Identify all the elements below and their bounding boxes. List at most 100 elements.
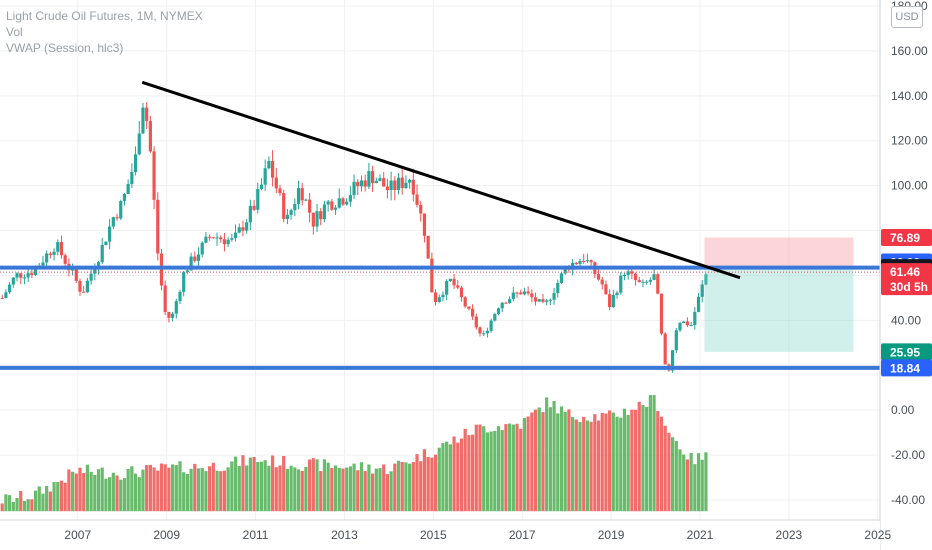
candle-body — [270, 161, 275, 178]
volume-bar — [111, 472, 115, 512]
candle-body — [282, 193, 286, 219]
candle-body — [530, 293, 534, 298]
volume-bar — [133, 473, 138, 512]
candle-body — [219, 237, 223, 240]
candle-body — [415, 194, 419, 205]
candle-body — [515, 292, 519, 294]
candle-body — [622, 274, 627, 276]
candle-body — [389, 180, 393, 191]
volume-bar — [89, 471, 93, 512]
volume-bar — [119, 479, 123, 512]
candle-body — [85, 280, 90, 293]
volume-bar — [393, 463, 397, 512]
candle-body — [78, 280, 82, 292]
candle-body — [163, 285, 167, 313]
candle-body — [537, 299, 541, 302]
candle-body — [204, 236, 208, 243]
volume-bar — [100, 467, 104, 512]
volume-bar — [222, 470, 227, 512]
candle-body — [441, 294, 445, 298]
y-tick-label: -40.00 — [891, 493, 925, 507]
candle-body — [148, 121, 152, 152]
volume-bar — [74, 473, 78, 512]
candle-body — [426, 235, 430, 259]
volume-bar — [693, 464, 697, 512]
volume-bar — [326, 462, 330, 512]
currency-button[interactable]: USD — [891, 6, 923, 28]
volume-bar — [608, 410, 612, 512]
candle-body — [693, 311, 697, 326]
candle-body — [367, 171, 371, 187]
candle-body — [52, 251, 56, 255]
y-tick-label: -20.00 — [891, 448, 925, 462]
volume-bar — [200, 467, 204, 512]
candle-body — [474, 316, 478, 328]
volume-bar — [19, 490, 23, 512]
volume-bar — [22, 500, 27, 512]
volume-bar — [363, 471, 367, 512]
volume-bar — [70, 471, 75, 512]
volume-bar — [382, 464, 386, 512]
price-tag-countdown: 30d 5h — [890, 280, 928, 294]
volume-bar — [445, 441, 449, 512]
candle-body — [337, 198, 341, 208]
candle-body — [115, 217, 119, 219]
volume-bar — [570, 416, 575, 512]
volume-bar — [159, 463, 164, 512]
candle-body — [696, 296, 701, 312]
candle-body — [145, 107, 149, 122]
volume-bar — [656, 411, 660, 512]
volume-bar — [619, 417, 623, 512]
volume-bar — [511, 424, 515, 512]
volume-bar — [41, 493, 45, 512]
candle-body — [563, 267, 567, 274]
candle-body — [319, 211, 323, 220]
candle-body — [122, 193, 127, 202]
candle-body — [552, 293, 556, 300]
candle-body — [559, 273, 564, 283]
candle-body — [59, 242, 64, 256]
volume-bar — [322, 459, 327, 512]
candle-body — [482, 333, 486, 335]
candle-body — [211, 237, 215, 239]
volume-bar — [178, 461, 182, 512]
volume-bar — [85, 464, 90, 512]
candle-body — [189, 256, 193, 271]
y-tick-label: 140.00 — [891, 89, 928, 103]
candle-body — [533, 297, 538, 302]
volume-bar — [430, 457, 434, 512]
volume-bar — [333, 465, 338, 512]
candle-body — [293, 203, 297, 211]
candle-body — [0, 297, 4, 299]
candle-body — [608, 294, 612, 308]
volume-bar — [574, 419, 578, 512]
x-tick-label: 2011 — [243, 528, 269, 542]
candle-body — [170, 313, 175, 318]
volume-bar — [8, 495, 12, 512]
volume-bar — [589, 421, 593, 512]
volume-bar — [185, 473, 190, 512]
candle-body — [393, 180, 397, 191]
candle-body — [370, 171, 375, 184]
candle-body — [119, 201, 123, 219]
volume-bar — [370, 473, 375, 512]
volume-bar — [448, 444, 452, 512]
candle-body — [641, 281, 645, 283]
drawings[interactable] — [0, 80, 880, 370]
y-tick-label: 160.00 — [891, 44, 928, 58]
candle-body — [589, 260, 593, 263]
volume-bar — [541, 412, 545, 512]
volume-bar — [352, 463, 356, 512]
volume-bar — [582, 416, 586, 512]
volume-bar — [552, 401, 556, 512]
candle-body — [448, 278, 452, 282]
candle-body — [230, 238, 234, 240]
volume-bar — [141, 469, 145, 512]
candle-body — [300, 188, 304, 201]
x-tick-label: 2021 — [687, 528, 714, 542]
candle-body — [30, 273, 34, 275]
volume-bar — [33, 490, 38, 512]
candle-body — [352, 181, 356, 196]
volume-bar — [270, 455, 275, 512]
